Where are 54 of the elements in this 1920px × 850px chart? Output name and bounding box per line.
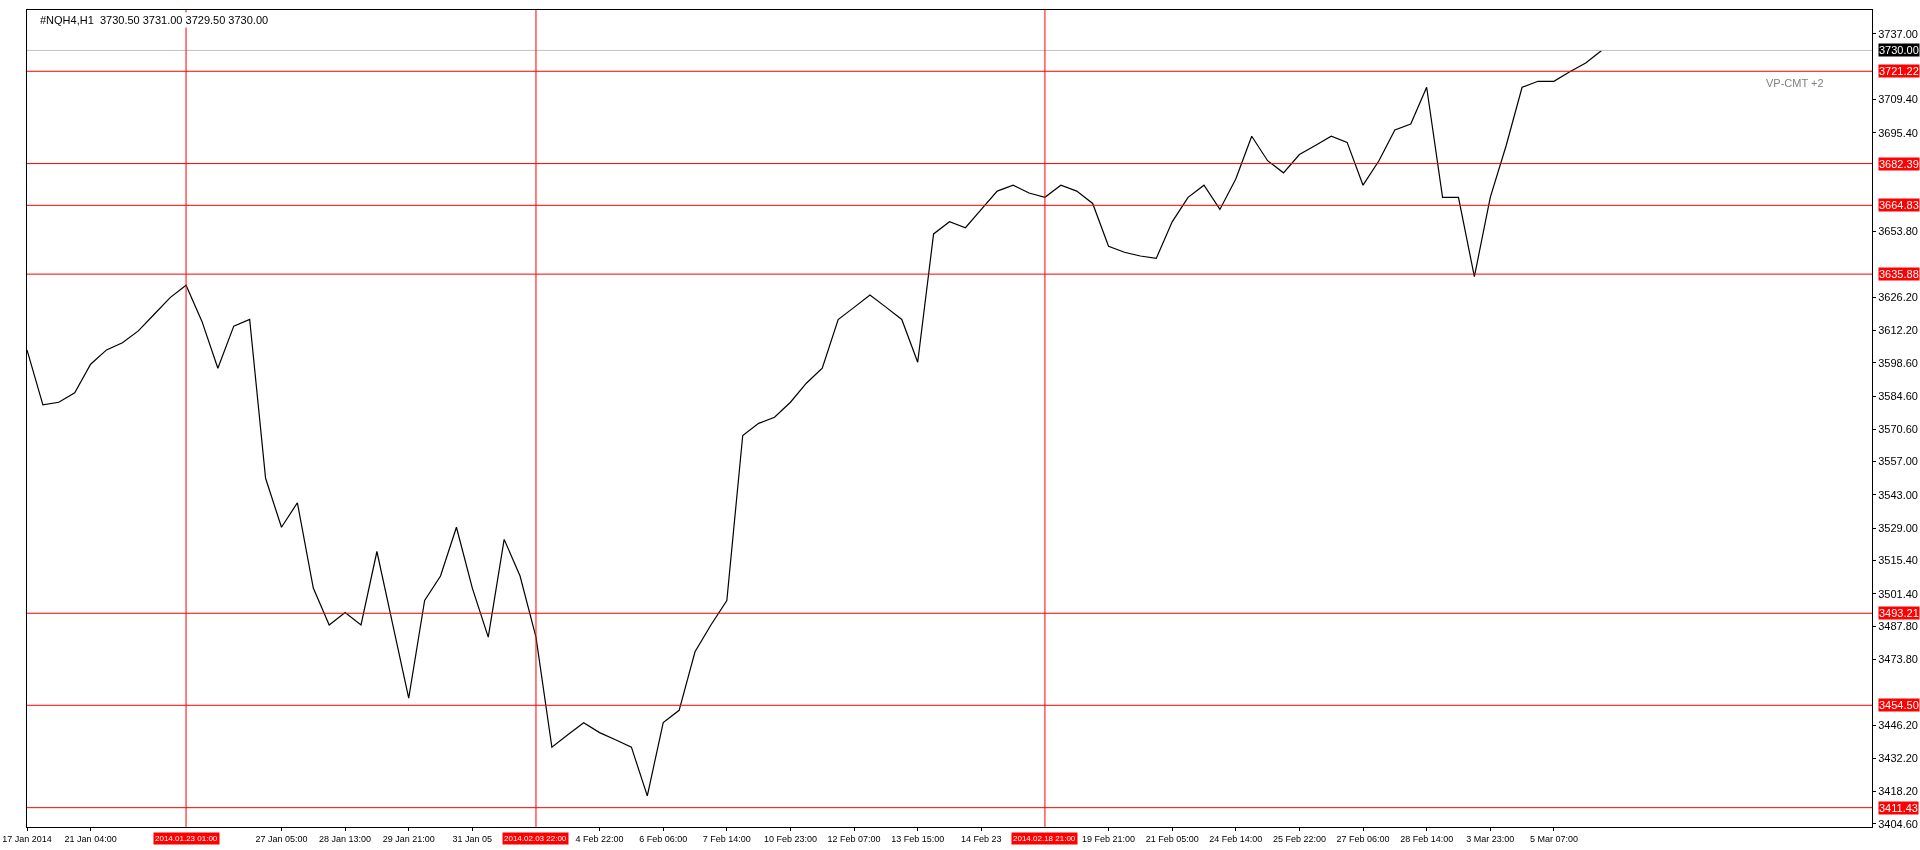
- ref-line-label: 3730.00: [1879, 44, 1919, 56]
- y-tick-label: 3473.80: [1878, 653, 1918, 666]
- x-tick-label: 21 Feb 05:00: [1145, 833, 1199, 844]
- y-tick-label: 3626.20: [1878, 291, 1918, 303]
- x-tick-label: 21 Jan 04:00: [64, 833, 117, 844]
- annotation: VP-CMT +2: [1766, 77, 1824, 89]
- x-tick-label: 5 Mar 07:00: [1529, 833, 1578, 844]
- ref-line-label: 3721.22: [1879, 65, 1919, 77]
- ref-line-label: 3493.21: [1879, 607, 1919, 619]
- x-tick-label: 27 Feb 06:00: [1336, 833, 1390, 844]
- y-tick-label: 3418.20: [1878, 785, 1918, 798]
- y-tick-label: 3737.00: [1878, 27, 1918, 40]
- x-tick-label: 3 Mar 23:00: [1466, 833, 1515, 844]
- ref-line-label: 3411.43: [1879, 802, 1918, 814]
- y-tick-label: 3584.60: [1878, 389, 1918, 402]
- x-tick-label: 25 Feb 22:00: [1272, 833, 1326, 844]
- x-tick-label: 28 Feb 14:00: [1400, 833, 1454, 844]
- x-tick-label: 17 Jan 2014: [2, 833, 52, 844]
- y-tick-label: 3432.20: [1878, 752, 1918, 765]
- chart-title: #NQH4,H1 3730.50 3731.00 3729.50 3730.00: [40, 14, 269, 26]
- x-tick-label: 4 Feb 22:00: [575, 833, 624, 844]
- y-tick-label: 3709.40: [1878, 93, 1918, 106]
- x-tick-label: 14 Feb 23: [961, 833, 1002, 844]
- y-tick-label: 3501.40: [1878, 587, 1918, 600]
- y-tick-label: 3543.00: [1878, 488, 1918, 501]
- x-tick-label: 28 Jan 13:00: [319, 833, 372, 844]
- y-tick-label: 3557.00: [1878, 455, 1918, 468]
- x-tick-label: 24 Feb 14:00: [1209, 833, 1263, 844]
- x-tick-label: 29 Jan 21:00: [382, 833, 435, 844]
- x-tick-label: 10 Feb 23:00: [763, 833, 817, 844]
- x-tick-label: 6 Feb 06:00: [639, 833, 688, 844]
- ref-line-label: 3635.88: [1879, 268, 1919, 280]
- y-tick-label: 3529.00: [1878, 522, 1918, 535]
- y-tick-label: 3695.40: [1878, 126, 1918, 139]
- x-tick-label: 31 Jan 05: [452, 833, 493, 844]
- x-tick-label: 19 Feb 21:00: [1082, 833, 1136, 844]
- ref-line-label: 3682.39: [1879, 158, 1919, 170]
- y-tick-label: 3598.60: [1878, 356, 1918, 369]
- x-tick-label: 2014.02.18 21:00: [1013, 834, 1076, 843]
- x-tick-label: 2014.01.23 01:00: [155, 834, 218, 843]
- y-tick-label: 3487.80: [1878, 619, 1918, 632]
- y-tick-label: 3404.60: [1878, 817, 1918, 830]
- x-tick-label: 13 Feb 15:00: [891, 833, 945, 844]
- y-tick-label: 3653.80: [1878, 225, 1918, 238]
- ref-line-label: 3454.50: [1879, 699, 1919, 711]
- ref-line-label: 3664.83: [1879, 199, 1919, 211]
- y-tick-label: 3446.20: [1878, 718, 1918, 731]
- x-tick-label: 7 Feb 14:00: [702, 833, 751, 844]
- y-tick-label: 3612.20: [1878, 324, 1918, 337]
- y-tick-label: 3515.40: [1878, 554, 1918, 567]
- y-tick-label: 3570.60: [1878, 423, 1918, 436]
- x-tick-label: 12 Feb 07:00: [827, 833, 881, 844]
- x-tick-label: 27 Jan 05:00: [255, 833, 308, 844]
- x-tick-label: 2014.02.03 22:00: [504, 834, 567, 843]
